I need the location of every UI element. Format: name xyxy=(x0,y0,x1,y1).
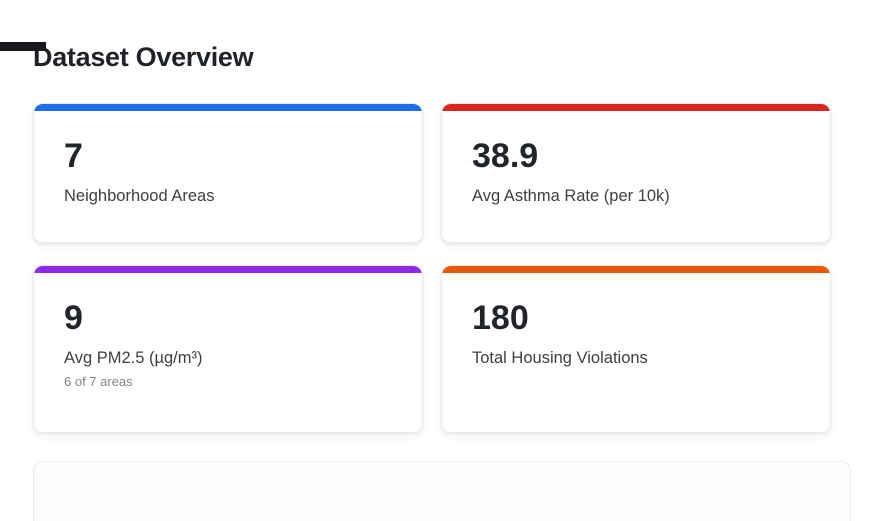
stat-card-avg-pm25: 9 Avg PM2.5 (µg/m³) 6 of 7 areas xyxy=(33,265,423,434)
stat-card-body: 180 Total Housing Violations xyxy=(442,273,830,387)
stat-label: Avg PM2.5 (µg/m³) xyxy=(64,348,203,367)
stat-value: 7 xyxy=(64,137,83,176)
stat-card-total-housing-violations: 180 Total Housing Violations xyxy=(441,265,831,434)
top-left-dark-bar xyxy=(0,42,46,51)
stat-value: 38.9 xyxy=(472,137,539,176)
card-accent-bar-blue xyxy=(34,104,422,112)
card-accent-bar-orange xyxy=(442,266,830,274)
stat-label: Avg Asthma Rate (per 10k) xyxy=(472,186,670,205)
card-accent-bar-red xyxy=(442,104,830,112)
card-accent-bar-purple xyxy=(34,266,422,274)
stat-card-neighborhood-areas: 7 Neighborhood Areas xyxy=(33,103,423,244)
page-title: Dataset Overview xyxy=(33,42,254,72)
stat-card-body: 38.9 Avg Asthma Rate (per 10k) xyxy=(442,111,830,225)
stat-card-avg-asthma-rate: 38.9 Avg Asthma Rate (per 10k) xyxy=(441,103,831,244)
stat-card-body: 7 Neighborhood Areas xyxy=(34,111,422,225)
stat-card-body: 9 Avg PM2.5 (µg/m³) 6 of 7 areas xyxy=(34,273,422,407)
stat-value: 9 xyxy=(64,299,83,338)
stat-value: 180 xyxy=(472,299,529,338)
stat-label: Neighborhood Areas xyxy=(64,186,215,205)
dataset-overview-section: Dataset Overview 7 Neighborhood Areas 38… xyxy=(0,42,869,521)
stat-sublabel: 6 of 7 areas xyxy=(64,374,133,390)
stat-label: Total Housing Violations xyxy=(472,348,648,367)
stats-grid: 7 Neighborhood Areas 38.9 Avg Asthma Rat… xyxy=(33,103,836,434)
next-section-partial xyxy=(33,461,851,521)
